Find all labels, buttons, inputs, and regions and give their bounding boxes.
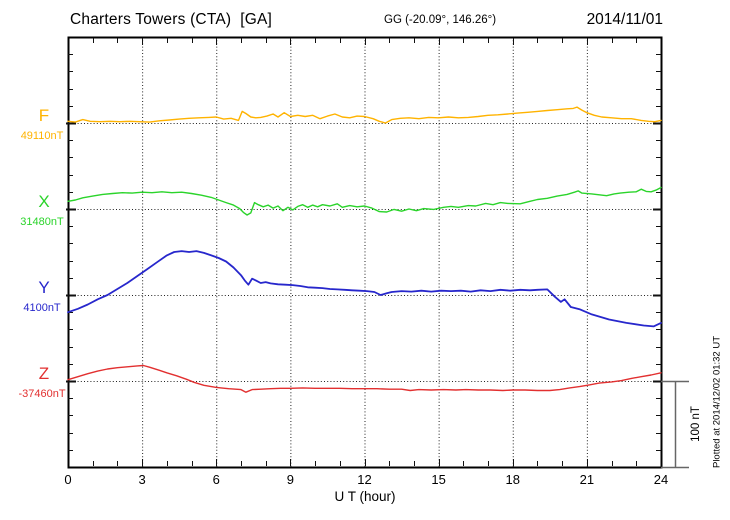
x-tick-label-0: 0 (64, 472, 72, 487)
x-tick-label-21: 21 (579, 472, 595, 487)
trace-X (67, 186, 662, 216)
hour-ticks (92, 38, 638, 466)
series-value-Z: -37460nT (18, 388, 66, 400)
plot-date: 2014/11/01 (586, 11, 663, 28)
x-tick-label-9: 9 (286, 472, 294, 487)
scale-bar (661, 380, 689, 469)
scale-bar-label: 100 nT (690, 406, 702, 442)
plot-frame (67, 36, 663, 469)
series-value-Y: 4100nT (23, 302, 61, 314)
x-tick-label-12: 12 (357, 472, 372, 487)
x-tick-label-24: 24 (653, 472, 669, 487)
nT-ticks (66, 54, 662, 451)
series-label-Y: Y (38, 278, 50, 297)
series-value-X: 31480nT (20, 216, 64, 228)
series-label-F: F (38, 106, 50, 125)
x-tick-label-15: 15 (431, 472, 446, 487)
trace-Y (67, 250, 662, 328)
series-label-X: X (38, 192, 50, 211)
station-title: Charters Towers (CTA) [GA] (70, 11, 273, 28)
trace-F (67, 106, 662, 124)
xaxis-title: U T (hour) (334, 489, 396, 504)
x-tick-label-3: 3 (138, 472, 146, 487)
x-tick-label-18: 18 (505, 472, 520, 487)
series-value-F: 49110nT (20, 130, 64, 142)
geographic-coordinates: GG (-20.09°, 146.26°) (384, 14, 497, 26)
x-tick-label-6: 6 (212, 472, 220, 487)
series-label-Z: Z (38, 364, 50, 383)
trace-Z (67, 364, 662, 393)
gridlines (68, 37, 661, 467)
plotted-at-note: Plotted at 2014/12/02 01:32 UT (711, 335, 723, 469)
